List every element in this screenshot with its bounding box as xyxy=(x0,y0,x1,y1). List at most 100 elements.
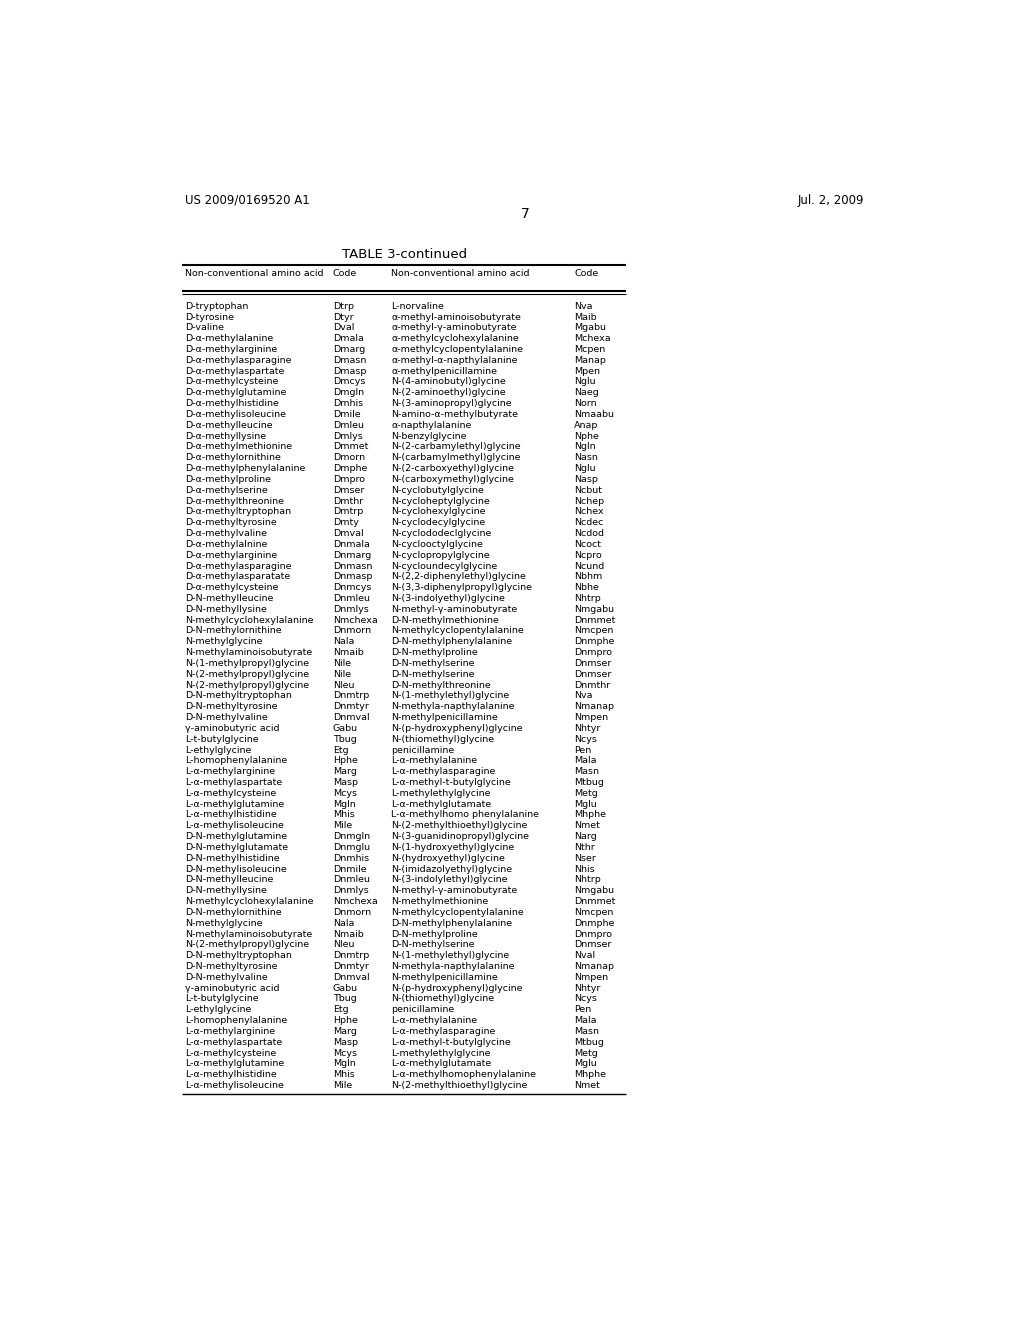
Text: Dmty: Dmty xyxy=(333,519,358,527)
Text: D-α-methylleucine: D-α-methylleucine xyxy=(185,421,272,430)
Text: Dnmval: Dnmval xyxy=(333,973,370,982)
Text: D-α-methylalnine: D-α-methylalnine xyxy=(185,540,267,549)
Text: α-methylcyclopentylalanine: α-methylcyclopentylalanine xyxy=(391,345,523,354)
Text: L-α-methylhistidine: L-α-methylhistidine xyxy=(185,1071,276,1080)
Text: N-(3-indolylethyl)glycine: N-(3-indolylethyl)glycine xyxy=(391,875,508,884)
Text: D-α-methylmethionine: D-α-methylmethionine xyxy=(185,442,292,451)
Text: Nhtrp: Nhtrp xyxy=(574,875,601,884)
Text: Dmile: Dmile xyxy=(333,411,360,418)
Text: L-ethylglycine: L-ethylglycine xyxy=(185,746,252,755)
Text: Dmphe: Dmphe xyxy=(333,465,368,473)
Text: Nphe: Nphe xyxy=(574,432,599,441)
Text: N-(thiomethyl)glycine: N-(thiomethyl)glycine xyxy=(391,994,495,1003)
Text: Naeg: Naeg xyxy=(574,388,599,397)
Text: Nglu: Nglu xyxy=(574,465,596,473)
Text: L-methylethylglycine: L-methylethylglycine xyxy=(391,1048,490,1057)
Text: N-cyclohexylglycine: N-cyclohexylglycine xyxy=(391,507,486,516)
Text: Dmorn: Dmorn xyxy=(333,453,365,462)
Text: N-(1-methylethyl)glycine: N-(1-methylethyl)glycine xyxy=(391,952,510,960)
Text: α-methyl-α-napthylalanine: α-methyl-α-napthylalanine xyxy=(391,356,518,364)
Text: Metg: Metg xyxy=(574,1048,598,1057)
Text: N-(2-aminoethyl)glycine: N-(2-aminoethyl)glycine xyxy=(391,388,506,397)
Text: Dnmtrp: Dnmtrp xyxy=(333,952,369,960)
Text: Manap: Manap xyxy=(574,356,606,364)
Text: L-α-methylasparagine: L-α-methylasparagine xyxy=(391,1027,496,1036)
Text: Nchex: Nchex xyxy=(574,507,603,516)
Text: Hphe: Hphe xyxy=(333,1016,357,1026)
Text: Gabu: Gabu xyxy=(333,723,357,733)
Text: Etg: Etg xyxy=(333,746,348,755)
Text: N-(2-methylpropyl)glycine: N-(2-methylpropyl)glycine xyxy=(185,669,309,678)
Text: D-N-methyllysine: D-N-methyllysine xyxy=(185,886,267,895)
Text: penicillamine: penicillamine xyxy=(391,1006,455,1014)
Text: N-methyla-napthylalanine: N-methyla-napthylalanine xyxy=(391,962,515,972)
Text: Dmleu: Dmleu xyxy=(333,421,364,430)
Text: L-α-methylarginine: L-α-methylarginine xyxy=(185,1027,275,1036)
Text: Nmgabu: Nmgabu xyxy=(574,605,614,614)
Text: N-cyclopropylglycine: N-cyclopropylglycine xyxy=(391,550,490,560)
Text: Ncoct: Ncoct xyxy=(574,540,601,549)
Text: Narg: Narg xyxy=(574,832,597,841)
Text: Etg: Etg xyxy=(333,1006,348,1014)
Text: D-N-methyltyrosine: D-N-methyltyrosine xyxy=(185,702,278,711)
Text: N-methylpenicillamine: N-methylpenicillamine xyxy=(391,973,499,982)
Text: D-N-methylornithine: D-N-methylornithine xyxy=(185,908,282,917)
Text: N-(carbamylmethyl)glycine: N-(carbamylmethyl)glycine xyxy=(391,453,521,462)
Text: L-α-methylcysteine: L-α-methylcysteine xyxy=(185,789,276,797)
Text: L-α-methyl-t-butylglycine: L-α-methyl-t-butylglycine xyxy=(391,777,511,787)
Text: D-α-methylarginine: D-α-methylarginine xyxy=(185,550,278,560)
Text: L-α-methylalanine: L-α-methylalanine xyxy=(391,1016,477,1026)
Text: D-N-methylserine: D-N-methylserine xyxy=(391,659,475,668)
Text: Nmaabu: Nmaabu xyxy=(574,411,614,418)
Text: Nthr: Nthr xyxy=(574,843,595,851)
Text: γ-aminobutyric acid: γ-aminobutyric acid xyxy=(185,723,280,733)
Text: Mtbug: Mtbug xyxy=(574,777,604,787)
Text: D-N-methylisoleucine: D-N-methylisoleucine xyxy=(185,865,287,874)
Text: Dnmpro: Dnmpro xyxy=(574,648,612,657)
Text: Dnmgln: Dnmgln xyxy=(333,832,370,841)
Text: N-(1-methylethyl)glycine: N-(1-methylethyl)glycine xyxy=(391,692,510,701)
Text: D-α-methylcysteine: D-α-methylcysteine xyxy=(185,583,279,593)
Text: Dval: Dval xyxy=(333,323,354,333)
Text: N-cycloundecylglycine: N-cycloundecylglycine xyxy=(391,561,498,570)
Text: N-(thiomethyl)glycine: N-(thiomethyl)glycine xyxy=(391,735,495,743)
Text: Mala: Mala xyxy=(574,756,597,766)
Text: Maib: Maib xyxy=(574,313,597,322)
Text: Dmcys: Dmcys xyxy=(333,378,366,387)
Text: Mtbug: Mtbug xyxy=(574,1038,604,1047)
Text: Mglu: Mglu xyxy=(574,1060,597,1068)
Text: L-methylethylglycine: L-methylethylglycine xyxy=(391,789,490,797)
Text: Tbug: Tbug xyxy=(333,735,356,743)
Text: D-α-methylasparagine: D-α-methylasparagine xyxy=(185,356,292,364)
Text: Hphe: Hphe xyxy=(333,756,357,766)
Text: Nmanap: Nmanap xyxy=(574,962,614,972)
Text: penicillamine: penicillamine xyxy=(391,746,455,755)
Text: Nala: Nala xyxy=(333,638,354,647)
Text: Dnmlys: Dnmlys xyxy=(333,886,369,895)
Text: Ncys: Ncys xyxy=(574,735,597,743)
Text: Nasn: Nasn xyxy=(574,453,598,462)
Text: L-homophenylalanine: L-homophenylalanine xyxy=(185,756,288,766)
Text: L-α-methylalanine: L-α-methylalanine xyxy=(391,756,477,766)
Text: Nva: Nva xyxy=(574,302,593,310)
Text: Code: Code xyxy=(333,269,357,279)
Text: N-methylcyclohexylalanine: N-methylcyclohexylalanine xyxy=(185,898,313,906)
Text: Masn: Masn xyxy=(574,1027,599,1036)
Text: N-methylaminoisobutyrate: N-methylaminoisobutyrate xyxy=(185,929,312,939)
Text: Mcys: Mcys xyxy=(333,789,356,797)
Text: Dmarg: Dmarg xyxy=(333,345,365,354)
Text: D-N-methyltryptophan: D-N-methyltryptophan xyxy=(185,952,292,960)
Text: D-α-methylisoleucine: D-α-methylisoleucine xyxy=(185,411,286,418)
Text: D-N-methylglutamate: D-N-methylglutamate xyxy=(185,843,289,851)
Text: Nmgabu: Nmgabu xyxy=(574,886,614,895)
Text: Mgln: Mgln xyxy=(333,1060,355,1068)
Text: Ncdec: Ncdec xyxy=(574,519,603,527)
Text: Nmaib: Nmaib xyxy=(333,648,364,657)
Text: D-α-methyltryptophan: D-α-methyltryptophan xyxy=(185,507,291,516)
Text: Gabu: Gabu xyxy=(333,983,357,993)
Text: N-cyclooctylglycine: N-cyclooctylglycine xyxy=(391,540,483,549)
Text: Non-conventional amino acid: Non-conventional amino acid xyxy=(185,269,324,279)
Text: Mglu: Mglu xyxy=(574,800,597,809)
Text: L-t-butylglycine: L-t-butylglycine xyxy=(185,994,259,1003)
Text: L-α-methylhistidine: L-α-methylhistidine xyxy=(185,810,276,820)
